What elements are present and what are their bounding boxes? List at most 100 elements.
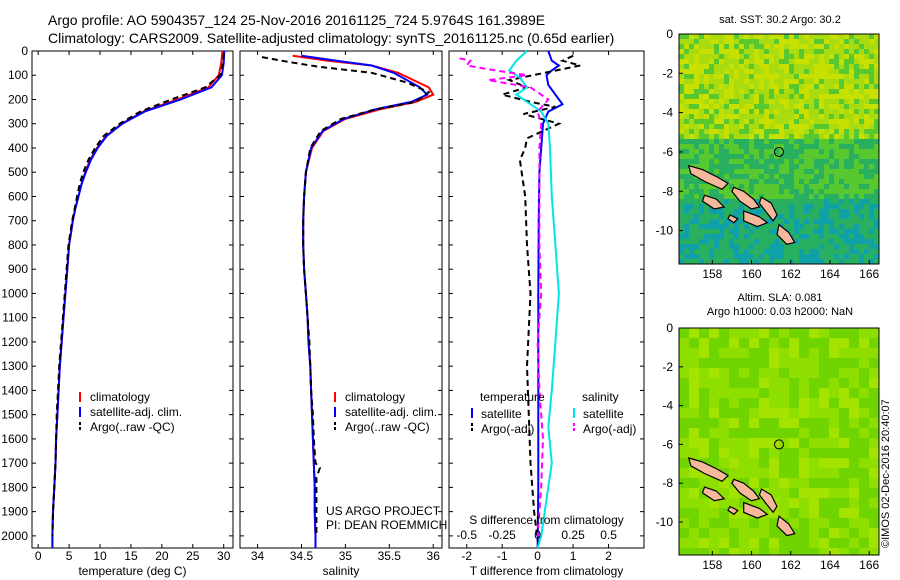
y-tick-label: 800: [8, 238, 28, 252]
series-line: [498, 54, 581, 541]
map-y-tick-label: 0: [666, 321, 673, 335]
island: [776, 223, 796, 245]
map-x-tick-label: 158: [702, 267, 722, 281]
series-line: [51, 50, 224, 548]
map-y-tick-label: -4: [662, 106, 673, 120]
profile-title: Argo profile: AO 5904357_124 25-Nov-2016…: [48, 12, 546, 28]
x-tick-label: 15: [124, 549, 138, 563]
project-annotation: US ARGO PROJECT: [326, 504, 441, 518]
map-x-tick-label: 160: [742, 558, 762, 572]
map-x-tick-label: 158: [702, 558, 722, 572]
argo-location-marker: [774, 146, 784, 157]
y-tick-label: 2000: [1, 529, 28, 543]
y-tick-label: 1800: [1, 480, 28, 494]
map-y-tick-label: -10: [656, 224, 674, 238]
y-tick-label: 1200: [1, 335, 28, 349]
legend-label: satellite: [583, 407, 624, 421]
plot-frame: [239, 50, 443, 549]
x-tick-label: 0: [35, 549, 42, 563]
island: [687, 164, 729, 191]
x-tick-label: 2: [605, 549, 612, 563]
panel-difference: -2 -1 0 1 2T difference from climatology temp…: [448, 50, 645, 578]
y-tick-label: 100: [8, 68, 28, 82]
island: [743, 210, 769, 228]
x-axis-label: temperature (deg C): [78, 564, 186, 578]
island: [727, 505, 739, 516]
y-tick-label: 1300: [1, 359, 28, 373]
y-tick-label: 1700: [1, 456, 28, 470]
legend-label: Argo(-adj): [583, 422, 636, 436]
s-tick-label: -0.25: [489, 528, 517, 542]
island: [731, 478, 761, 502]
island: [743, 501, 769, 519]
map-y-tick-label: -6: [662, 145, 673, 159]
series-line: [51, 53, 225, 536]
series-line: [261, 56, 431, 536]
pi-annotation: PI: DEAN ROEMMICH: [326, 518, 447, 532]
map-sla: 158 160 162 164 166 0 -2 -4 -6 -8 -10: [656, 321, 880, 572]
map-x-tick-label: 164: [820, 267, 840, 281]
legend-label: satellite: [481, 407, 522, 421]
plot-frame: [448, 50, 645, 549]
map-y-tick-label: -2: [662, 360, 673, 374]
legend-label: Argo(..raw -QC): [345, 420, 430, 434]
panel-temperature: 0 5 10 15 20 25 30 temperature (deg C) 0 100 200 30…: [1, 44, 234, 578]
s-tick-label: 0.5: [600, 528, 617, 542]
y-tick-label: 900: [8, 262, 28, 276]
y-tick-label: 0: [21, 44, 28, 58]
x-tick-label: 35.5: [378, 549, 402, 563]
map-y-tick-label: -10: [656, 515, 674, 529]
y-tick-label: 700: [8, 214, 28, 228]
x-tick-label: -1: [497, 549, 508, 563]
legend-header-temperature: temperature: [480, 390, 545, 404]
x-tick-label: 36: [427, 549, 441, 563]
map-x-tick-label: 166: [859, 558, 879, 572]
panel-salinity: 34 34.5 35 35.5 36 salinity climatologysatelli…: [239, 50, 447, 578]
island: [701, 194, 726, 210]
x-tick-label: 35: [339, 549, 353, 563]
island: [701, 486, 726, 502]
legend-label: climatology: [90, 390, 150, 404]
map-y-tick-label: -2: [662, 66, 673, 80]
map-sst: 158 160 162 164 166 0 -2 -4 -6 -8 -10: [656, 27, 880, 281]
climatology-subtitle: Climatology: CARS2009. Satellite-adjuste…: [48, 30, 615, 46]
sst-map-title: sat. SST: 30.2 Argo: 30.2: [719, 14, 841, 26]
sla-map-subtitle: Argo h1000: 0.03 h2000: NaN: [706, 306, 854, 318]
island: [731, 186, 761, 210]
x-tick-label: 0: [534, 549, 541, 563]
y-tick-label: 200: [8, 92, 28, 106]
map-y-tick-label: -6: [662, 437, 673, 451]
s-tick-label: 0: [534, 528, 541, 542]
y-tick-label: 300: [8, 117, 28, 131]
x-tick-label: 1: [570, 549, 577, 563]
legend-label: Argo(-adj): [481, 422, 534, 436]
x-tick-label: 5: [66, 549, 73, 563]
x-tick-label: -2: [461, 549, 472, 563]
island: [687, 457, 729, 483]
island: [758, 196, 778, 222]
x-tick-label: 34.5: [290, 549, 314, 563]
imos-credit: ©IMOS 02-Dec-2016 20:40:07: [880, 399, 892, 548]
x-tick-label: 20: [155, 549, 169, 563]
map-x-tick-label: 164: [820, 558, 840, 572]
s-tick-label: -0.5: [456, 528, 477, 542]
island: [776, 515, 796, 537]
argo-location-marker: [774, 439, 784, 450]
map-frame: [678, 33, 880, 265]
y-tick-label: 400: [8, 141, 28, 155]
x-axis-label-salinity: S difference from climatology: [469, 513, 624, 527]
y-tick-label: 1100: [2, 311, 28, 325]
map-y-tick-label: -8: [662, 184, 673, 198]
y-tick-label: 1500: [1, 408, 28, 422]
x-tick-label: 34: [251, 549, 265, 563]
sla-map-title: Altim. SLA: 0.081: [737, 292, 823, 304]
legend-label: climatology: [345, 390, 405, 404]
plot-frame: [31, 50, 234, 549]
series-line: [507, 50, 560, 549]
map-x-tick-label: 166: [859, 267, 879, 281]
series-line: [459, 57, 550, 536]
map-x-tick-label: 160: [742, 267, 762, 281]
x-axis-label: T difference from climatology: [470, 564, 624, 578]
legend-label: satellite-adj. clim.: [345, 405, 437, 419]
